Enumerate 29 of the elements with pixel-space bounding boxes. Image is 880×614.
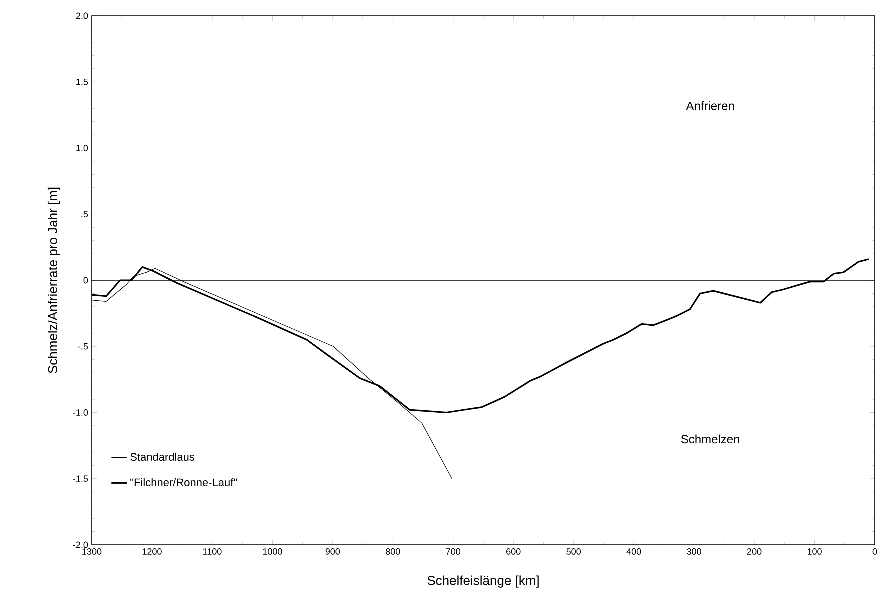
annotation: Schmelzen (681, 434, 740, 444)
y-tick-label: 0 (84, 277, 88, 284)
x-tick-label: 1100 (203, 548, 222, 555)
x-axis-title: Schelfeislänge [km] (428, 576, 539, 588)
x-tick-label: 100 (808, 548, 822, 555)
y-tick-label: -.5 (78, 343, 88, 350)
x-tick-label: 400 (626, 548, 642, 555)
annotation: Anfrieren (686, 102, 734, 110)
x-tick-label: 900 (326, 548, 340, 555)
y-tick-label: 2.0 (76, 12, 88, 20)
legend-label: "Filchner/Ronne-Lauf" (130, 478, 238, 487)
x-tick-label: 500 (566, 548, 581, 555)
x-tick-label: 1300 (82, 548, 102, 555)
x-tick-label: 0 (872, 548, 878, 555)
x-tick-label: 600 (506, 548, 521, 555)
y-axis-title: Schmelz/Anfrierrate pro Jahr [m] (48, 188, 60, 374)
y-tick-label: 1.5 (76, 78, 88, 86)
legend-label: Standardlaus (130, 452, 195, 462)
y-tick-label: -1.0 (73, 410, 88, 416)
x-tick-label: 300 (687, 548, 702, 555)
x-tick-label: 800 (386, 548, 400, 555)
y-tick-label: -1.5 (73, 476, 88, 482)
x-tick-label: 700 (446, 548, 461, 555)
x-tick-label: 200 (747, 548, 762, 555)
x-tick-label: 1200 (142, 548, 162, 555)
y-tick-label: .5 (82, 211, 88, 218)
y-tick-label: -2.0 (73, 542, 88, 548)
y-tick-label: 1.0 (76, 145, 88, 152)
x-tick-label: 1000 (263, 548, 282, 555)
